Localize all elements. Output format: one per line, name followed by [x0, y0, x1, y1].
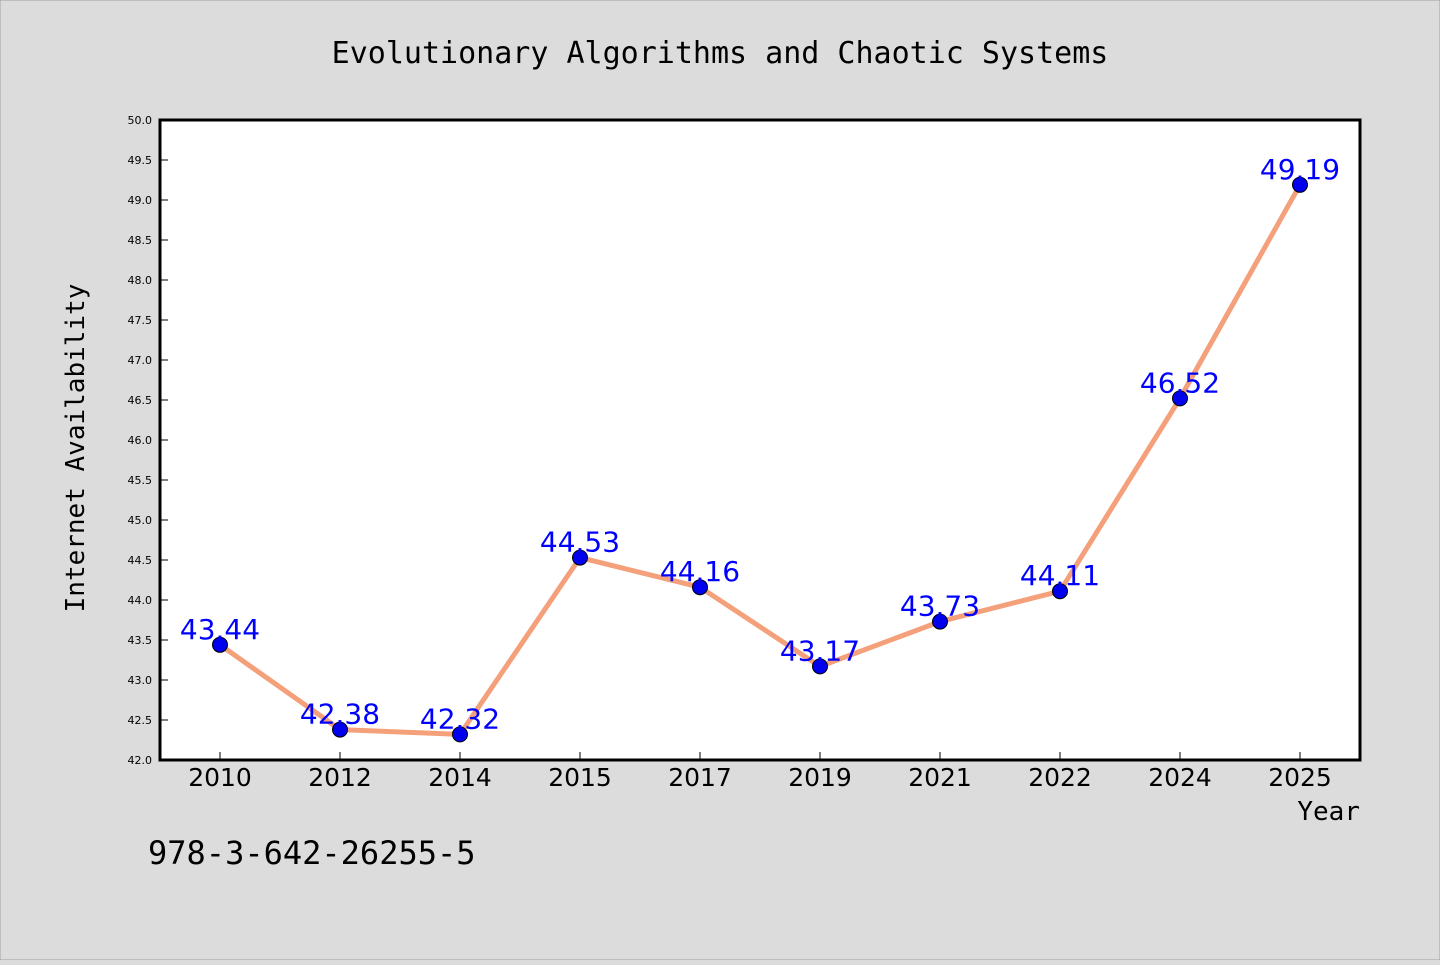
- data-point: [692, 579, 708, 596]
- x-tick-label: 2014: [428, 763, 492, 792]
- x-tick-label: 2022: [1028, 763, 1092, 792]
- x-axis-label: Year: [1297, 797, 1360, 827]
- footer-code: 978-3-642-26255-5: [148, 834, 476, 872]
- y-tick-label: 45.5: [128, 474, 153, 487]
- y-tick-label: 45.0: [128, 514, 153, 527]
- x-tick-label: 2021: [908, 763, 972, 792]
- y-tick-label: 46.0: [128, 434, 153, 447]
- y-axis-ticks: 42.0 42.5 43.0 43.5 44.0 44.5 45.0 45.5 46.0 46.5…: [128, 114, 168, 767]
- y-tick-label: 47.0: [128, 354, 153, 367]
- y-tick-label: 47.5: [128, 314, 153, 327]
- data-point: [932, 613, 948, 630]
- data-point: [572, 549, 588, 566]
- x-tick-label: 2010: [188, 763, 252, 792]
- y-tick-label: 42.0: [128, 754, 153, 767]
- y-tick-label: 44.0: [128, 594, 153, 607]
- data-label: 42.32: [420, 702, 500, 735]
- data-point: [1172, 390, 1188, 407]
- y-tick-label: 49.0: [128, 194, 153, 207]
- data-label: 44.53: [540, 526, 620, 559]
- y-axis-label: Internet Availability: [61, 284, 91, 613]
- data-point: [452, 726, 468, 743]
- series-line: [217, 182, 1303, 737]
- y-tick-label: 46.5: [128, 394, 153, 407]
- x-tick-label: 2012: [308, 763, 372, 792]
- series-layer: 43.44 42.38 42.32 44.53 44.16 43.17 43.73 44.11…: [180, 153, 1340, 743]
- data-label: 44.11: [1020, 559, 1100, 592]
- x-axis-ticks: 2010 2012 2014 2015 2017 2019 2021 2022 2024 2025: [188, 752, 1332, 792]
- y-tick-label: 50.0: [128, 114, 153, 127]
- data-label: 43.73: [900, 590, 980, 623]
- y-tick-label: 48.5: [128, 234, 153, 247]
- plot-area: [158, 118, 1362, 762]
- y-tick-label: 49.5: [128, 154, 153, 167]
- data-label: 49.19: [1260, 153, 1340, 186]
- data-point: [812, 658, 828, 675]
- chart-title: Evolutionary Algorithms and Chaotic Syst…: [332, 36, 1109, 71]
- data-point: [1052, 583, 1068, 600]
- y-tick-label: 44.5: [128, 554, 153, 567]
- data-label: 42.38: [300, 698, 380, 731]
- data-point: [332, 721, 348, 738]
- data-label: 44.16: [660, 555, 740, 588]
- y-tick-label: 43.5: [128, 634, 153, 647]
- x-tick-label: 2017: [668, 763, 732, 792]
- data-label: 43.17: [780, 634, 860, 667]
- data-label: 46.52: [1140, 366, 1220, 399]
- x-tick-label: 2019: [788, 763, 852, 792]
- data-label: 43.44: [180, 613, 260, 646]
- y-tick-label: 42.5: [128, 714, 153, 727]
- x-tick-label: 2024: [1148, 763, 1212, 792]
- data-point: [212, 636, 228, 653]
- y-tick-label: 48.0: [128, 274, 153, 287]
- data-point: [1292, 176, 1308, 193]
- x-tick-label: 2015: [548, 763, 612, 792]
- x-tick-label: 2025: [1268, 763, 1332, 792]
- y-tick-label: 43.0: [128, 674, 153, 687]
